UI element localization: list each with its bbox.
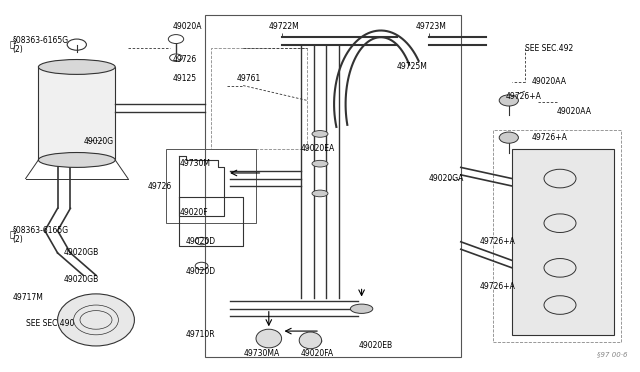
Text: Ⓢ: Ⓢ [10,230,15,239]
Text: 49020FA: 49020FA [301,349,334,358]
Circle shape [499,95,518,106]
Text: 49020AA: 49020AA [531,77,566,86]
Text: 49723M: 49723M [416,22,447,31]
Ellipse shape [38,153,115,167]
Ellipse shape [256,329,282,348]
Text: 49020A: 49020A [173,22,202,31]
Text: 49730MA: 49730MA [243,349,280,358]
Text: 49726: 49726 [173,55,197,64]
Bar [166,149,256,223]
Text: 49020G: 49020G [83,137,113,146]
Text: SEE SEC.492: SEE SEC.492 [525,44,573,53]
Text: 49717M: 49717M [13,293,44,302]
Text: 49020GB: 49020GB [64,275,99,283]
Text: 49761: 49761 [237,74,261,83]
Text: 49710R: 49710R [186,330,215,339]
Text: SEE SEC.490: SEE SEC.490 [26,319,74,328]
Text: 49020F: 49020F [179,208,208,217]
Text: 49726+A: 49726+A [480,237,516,246]
Text: 49125: 49125 [173,74,197,83]
Text: 49726+A: 49726+A [506,92,541,101]
Bar [205,15,461,357]
Text: 49726: 49726 [147,182,172,190]
Circle shape [499,132,518,143]
Bar [211,48,307,149]
Ellipse shape [312,160,328,167]
Ellipse shape [351,304,372,313]
Bar [493,130,621,342]
Text: 49020AA: 49020AA [557,107,592,116]
Text: 49726+A: 49726+A [480,282,516,291]
Ellipse shape [58,294,134,346]
Text: 49725M: 49725M [397,62,428,71]
Text: 49020GA: 49020GA [429,174,464,183]
Ellipse shape [312,131,328,137]
Bar [38,67,115,160]
Ellipse shape [300,332,321,349]
Text: 49722M: 49722M [269,22,300,31]
Bar [512,149,614,335]
Text: 49020GB: 49020GB [64,248,99,257]
Text: 49020EA: 49020EA [301,144,335,153]
Ellipse shape [38,60,115,74]
Text: 49020D: 49020D [186,267,216,276]
Text: §97 00·6: §97 00·6 [596,351,627,357]
Text: 49730M: 49730M [179,159,210,168]
Text: 49020EB: 49020EB [358,341,392,350]
Ellipse shape [312,190,328,197]
Text: Ⓢ: Ⓢ [10,40,15,49]
Text: §08363-6165G
(2): §08363-6165G (2) [13,225,69,244]
Text: 49726+A: 49726+A [531,133,567,142]
Text: §08363-6165G
(2): §08363-6165G (2) [13,35,69,54]
Text: 49020D: 49020D [186,237,216,246]
